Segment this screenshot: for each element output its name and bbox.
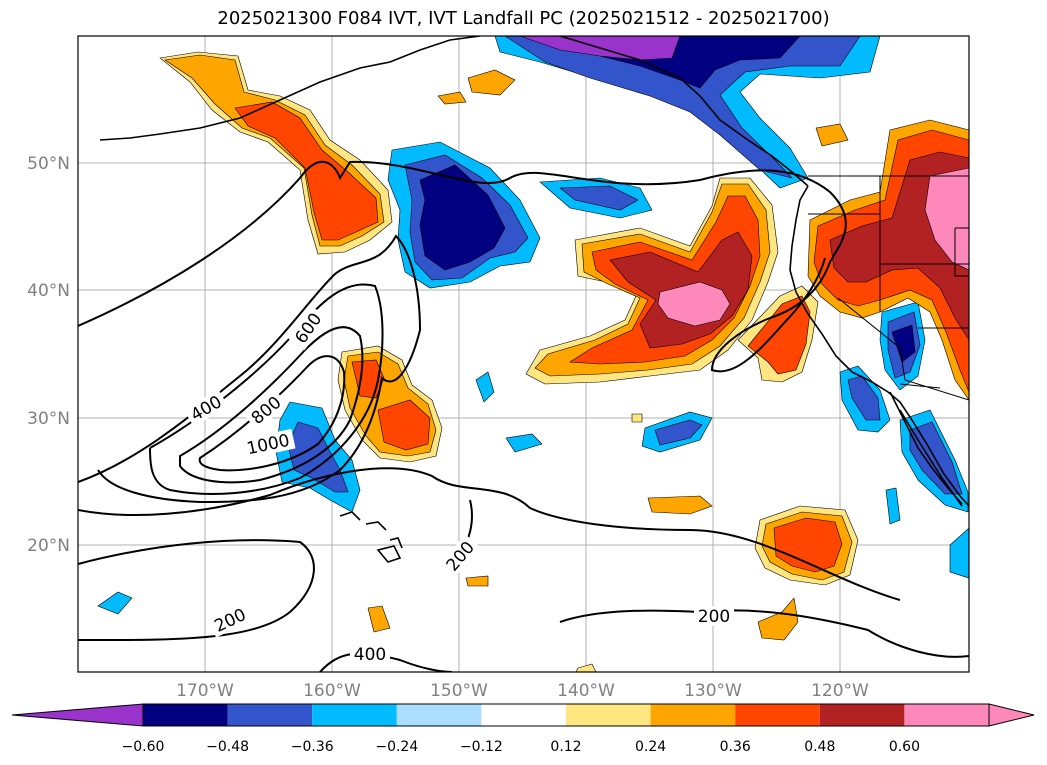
colorbar-extend-high — [988, 703, 1035, 727]
socal-mid-region — [847, 375, 881, 421]
interior-west-pink-region — [924, 167, 969, 271]
negative-anomaly-regions — [97, 36, 969, 615]
ivt-contour-200-north — [78, 160, 847, 373]
contour-label-group: 400 600 800 1000 200 200 200 400 — [183, 305, 734, 665]
small-positive-blob-3 — [815, 123, 849, 147]
longitude-labels: 170°W 160°W 150°W 140°W 130°W 120°W — [176, 681, 869, 701]
contour-label-bg — [207, 602, 253, 638]
colorbar-tick-label: 0.12 — [550, 739, 581, 755]
colorbar-tick-label: 0.48 — [804, 739, 835, 755]
subtropical-red-region — [773, 517, 843, 573]
colorbar-swatch — [227, 704, 313, 726]
ne-pacific-river-pink-region — [657, 281, 731, 327]
lat-label-50n: 50°N — [27, 154, 70, 174]
small-negative-blob-5 — [949, 527, 969, 579]
ivt-contour-200-south — [78, 467, 901, 601]
map-plot-area: 400 600 800 1000 200 200 200 400 — [78, 36, 969, 672]
state-boundaries — [808, 176, 969, 401]
small-positive-blob-4 — [647, 495, 713, 515]
colorbar-tick-label: −0.36 — [291, 739, 334, 755]
colorbar-tick-label: −0.48 — [206, 739, 249, 755]
colorbar-tick-label: 0.36 — [720, 739, 751, 755]
lon-label-160w: 160°W — [303, 681, 361, 701]
colorbar-tick-label: −0.60 — [122, 739, 165, 755]
contour-label-bg — [288, 305, 328, 351]
small-positive-blob-5 — [757, 597, 799, 641]
small-positive-blob-2 — [437, 91, 467, 105]
lon-label-140w: 140°W — [557, 681, 615, 701]
colorbar-swatch — [819, 704, 905, 726]
contour-label-bg — [350, 644, 390, 664]
colorbar-swatch — [481, 704, 566, 726]
map-frame — [77, 35, 970, 673]
colorbar-swatch — [650, 704, 736, 726]
small-positive-blob-6 — [367, 605, 391, 633]
lon-label-120w: 120°W — [811, 681, 869, 701]
contour-label-400-south: 400 — [354, 645, 386, 665]
california-coast-red-region — [747, 295, 811, 375]
lon-label-150w: 150°W — [430, 681, 488, 701]
hawaii-islands — [339, 511, 403, 563]
lon-label-130w: 130°W — [684, 681, 742, 701]
colorbar: −0.60 −0.48 −0.36 −0.24 −0.12 0.12 0.24 … — [11, 703, 1035, 755]
small-negative-blob-4 — [885, 487, 901, 525]
small-negative-blob-1 — [475, 371, 495, 403]
gulf-alaska-mid-region — [504, 36, 861, 179]
latitude-labels: 50°N 40°N 30°N 20°N — [27, 154, 70, 556]
alaska-coastline — [99, 36, 481, 141]
contour-label-bg — [240, 428, 296, 460]
colorbar-swatch — [566, 704, 651, 726]
ivt-contour-800 — [179, 326, 364, 484]
lat-label-30n: 30°N — [27, 409, 70, 429]
contour-label-200-southeast: 200 — [698, 607, 730, 627]
colorbar-tick-label: 0.24 — [635, 739, 666, 755]
canada-coastline — [559, 36, 809, 187]
hawaii-north-red-region-2 — [377, 399, 431, 451]
ivt-contour-200-subtropic — [78, 539, 315, 641]
ivt-contour-400 — [78, 234, 453, 672]
coastlines — [99, 36, 969, 563]
colorbar-swatch — [396, 704, 482, 726]
lat-label-20n: 20°N — [27, 536, 70, 556]
central-pacific-mid-region — [654, 419, 703, 446]
baja-coastline — [889, 391, 963, 507]
colorbar-tick-label: 0.60 — [889, 739, 920, 755]
colorbar-frame — [142, 703, 990, 727]
baja-deep-region — [891, 324, 916, 363]
colorbar-tick-label: −0.24 — [375, 739, 418, 755]
small-positive-blob-8 — [631, 413, 643, 423]
map-title: 2025021300 F084 IVT, IVT Landfall PC (20… — [217, 8, 830, 29]
contour-label-bg — [694, 606, 734, 626]
ivt-contour-600 — [149, 283, 384, 495]
colorbar-swatch — [904, 704, 989, 726]
contour-label-bg — [439, 534, 481, 578]
contour-label-bg — [183, 389, 229, 427]
political-boundaries — [808, 175, 969, 401]
small-positive-blob-7 — [465, 575, 489, 587]
colorbar-swatch — [312, 704, 397, 726]
contour-label-bg — [244, 389, 288, 431]
lat-label-40n: 40°N — [27, 281, 70, 301]
colorbar-tick-label: −0.12 — [460, 739, 503, 755]
colorbar-extend-low — [11, 703, 144, 727]
positive-anomaly-regions — [159, 51, 969, 672]
colorbar-swatch — [735, 704, 820, 726]
small-negative-blob-2 — [505, 433, 543, 453]
small-positive-blob-9 — [575, 663, 597, 672]
small-negative-blob-3 — [97, 591, 133, 615]
ivt-contour-1000 — [198, 355, 346, 472]
colorbar-swatch — [143, 704, 228, 726]
east-pacific-band-mid-region — [559, 185, 639, 211]
small-positive-blob-1 — [467, 69, 516, 96]
north-pacific-deep-region — [419, 164, 506, 271]
lon-label-170w: 170°W — [176, 681, 234, 701]
us-west-coastline — [789, 185, 969, 507]
